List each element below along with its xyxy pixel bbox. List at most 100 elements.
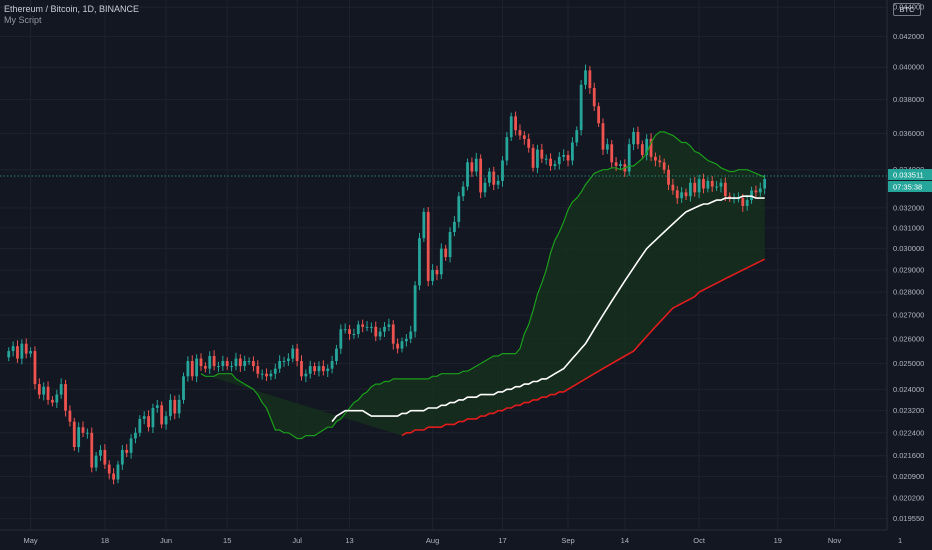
time-axis-label: Jul	[292, 536, 302, 545]
time-axis-panel[interactable]	[0, 530, 932, 550]
candle-body	[383, 326, 386, 332]
candle-body	[16, 346, 19, 359]
candle-body	[649, 138, 653, 157]
candle-body	[570, 142, 574, 161]
candle-body	[391, 324, 395, 344]
candle-body	[217, 366, 220, 368]
candle-body	[94, 455, 98, 468]
mid-ma-line	[331, 195, 765, 423]
candle-body	[671, 184, 675, 191]
candle-body	[278, 361, 282, 369]
candle-body	[243, 361, 247, 367]
candle-body	[112, 473, 116, 480]
candle-body	[636, 131, 640, 145]
time-axis-label: Sep	[561, 536, 574, 545]
price-axis-label: 0.032000	[893, 203, 924, 212]
price-axis-label: 0.020200	[893, 493, 924, 502]
candle-body	[273, 368, 277, 374]
candle-body	[308, 366, 312, 374]
price-axis-panel[interactable]	[887, 0, 932, 530]
candle-body	[247, 361, 251, 363]
candle-body	[330, 361, 334, 369]
candle-body	[404, 338, 408, 342]
candle-body	[203, 366, 207, 369]
candle-body	[588, 70, 592, 89]
candle-body	[413, 285, 417, 332]
candle-body	[29, 351, 32, 354]
script-name[interactable]: My Script	[4, 15, 42, 25]
candle-body	[584, 70, 587, 85]
candle-body	[90, 432, 94, 468]
candle-body	[370, 326, 373, 328]
candle-body	[592, 88, 596, 107]
candle-body	[59, 384, 63, 395]
candle-body	[282, 361, 286, 363]
candle-body	[24, 343, 28, 354]
candle-body	[536, 149, 539, 168]
price-axis-label: 0.028000	[893, 288, 924, 297]
candle-body	[151, 407, 155, 428]
price-axis-label: 0.030000	[893, 244, 924, 253]
candle-body	[77, 427, 81, 448]
last-price-tag: 0.033511	[888, 169, 932, 180]
fast-ma-line	[200, 131, 765, 440]
chart-legend: Ethereum / Bitcoin, 1D, BINANCE My Scrip…	[4, 4, 139, 26]
candle-body	[662, 162, 666, 170]
price-axis-label: 0.040000	[893, 63, 924, 72]
time-axis-label: Jun	[160, 536, 172, 545]
time-axis-label: 14	[621, 536, 629, 545]
candle-body	[579, 84, 583, 131]
candle-body	[169, 399, 172, 417]
candle-body	[492, 171, 496, 185]
candle-body	[142, 416, 146, 419]
candle-body	[522, 135, 526, 139]
countdown-value: 07:35:38	[893, 183, 922, 192]
candle-body	[339, 329, 343, 349]
candle-body	[562, 155, 566, 157]
candle-body	[763, 179, 767, 189]
time-axis-label: 15	[223, 536, 231, 545]
candle-body	[321, 366, 325, 372]
candle-body	[531, 147, 535, 168]
candle-body	[435, 269, 439, 275]
candle-body	[614, 162, 618, 166]
candle-body	[426, 211, 430, 281]
candle-body	[125, 449, 129, 453]
candle-body	[396, 343, 400, 349]
candle-body	[186, 361, 190, 377]
candle-body	[374, 326, 378, 337]
candle-body	[509, 116, 513, 138]
candle-body	[527, 138, 531, 148]
symbol-title[interactable]: Ethereum / Bitcoin, 1D, BINANCE	[4, 4, 140, 14]
candle-body	[422, 211, 426, 239]
ma-cloud-fill	[201, 131, 765, 439]
time-axis-label: Nov	[828, 536, 842, 545]
candle-body	[741, 198, 745, 206]
candle-body	[697, 179, 701, 193]
candle-body	[487, 171, 491, 183]
candle-body	[684, 192, 688, 197]
candle-body	[466, 162, 469, 187]
candle-body	[260, 373, 264, 375]
candle-body	[208, 356, 212, 369]
ma-lines-group	[200, 131, 766, 440]
candle-body	[195, 358, 199, 377]
price-axis-label: 0.021600	[893, 451, 924, 460]
candle-body	[457, 196, 461, 222]
candle-body	[693, 182, 697, 193]
candle-body	[754, 190, 758, 193]
price-axis-label: 0.026000	[893, 334, 924, 343]
candle-body	[238, 358, 242, 367]
candle-body	[715, 186, 718, 188]
candle-body	[225, 361, 229, 367]
currency-badge[interactable]: BTC	[893, 3, 921, 16]
candle-body	[11, 346, 15, 352]
candle-body	[335, 348, 338, 362]
candle-body	[439, 248, 443, 275]
candle-body	[212, 356, 216, 367]
candle-body	[116, 464, 120, 480]
candle-body	[706, 180, 710, 189]
candle-body	[723, 182, 727, 197]
